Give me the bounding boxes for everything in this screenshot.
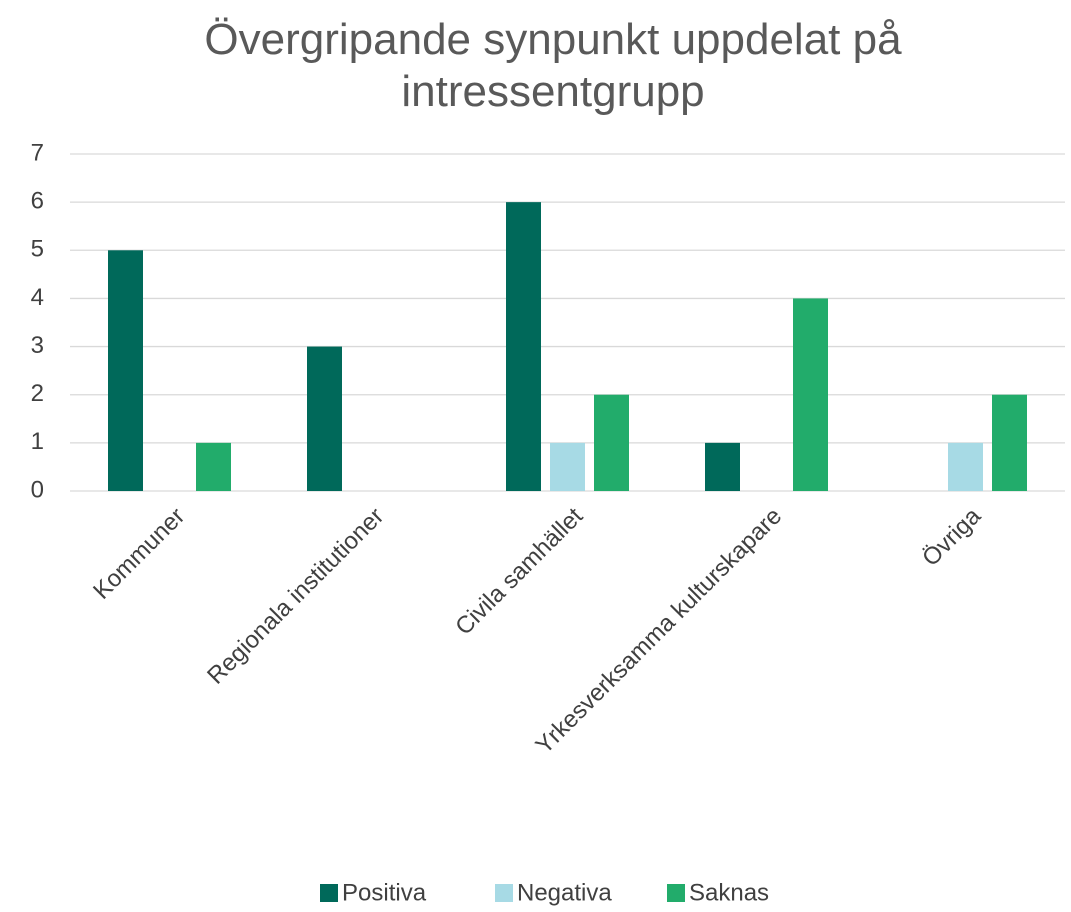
x-tick-label: Kommuner bbox=[88, 503, 190, 605]
y-tick-label: 0 bbox=[31, 476, 44, 503]
x-tick-label: Övriga bbox=[917, 502, 987, 572]
y-tick-label: 7 bbox=[31, 139, 44, 166]
y-tick-label: 1 bbox=[31, 428, 44, 455]
bar bbox=[992, 394, 1027, 491]
y-tick-label: 3 bbox=[31, 332, 44, 359]
bar bbox=[793, 298, 828, 491]
x-tick-label: Civila samhället bbox=[450, 502, 588, 640]
y-tick-label: 2 bbox=[31, 380, 44, 407]
legend-swatch bbox=[320, 884, 338, 902]
chart-title: Övergripande synpunkt uppdelat på intres… bbox=[204, 15, 902, 116]
y-tick-label: 5 bbox=[31, 236, 44, 263]
x-tick-label: Regionala institutioner bbox=[202, 503, 389, 690]
legend-label: Positiva bbox=[342, 879, 427, 906]
bar bbox=[108, 250, 143, 491]
bar bbox=[196, 442, 231, 491]
bar bbox=[550, 442, 585, 491]
legend-swatch bbox=[495, 884, 513, 902]
bar bbox=[948, 442, 983, 491]
bar bbox=[506, 202, 541, 491]
y-tick-label: 4 bbox=[31, 284, 44, 311]
legend-swatch bbox=[667, 884, 685, 902]
bar bbox=[594, 394, 629, 491]
legend-label: Negativa bbox=[517, 879, 612, 906]
x-tick-label: Yrkesverksamma kulturskapare bbox=[530, 503, 787, 760]
bar bbox=[705, 442, 740, 491]
bar bbox=[307, 346, 342, 491]
y-tick-label: 6 bbox=[31, 187, 44, 214]
legend-label: Saknas bbox=[689, 879, 769, 906]
